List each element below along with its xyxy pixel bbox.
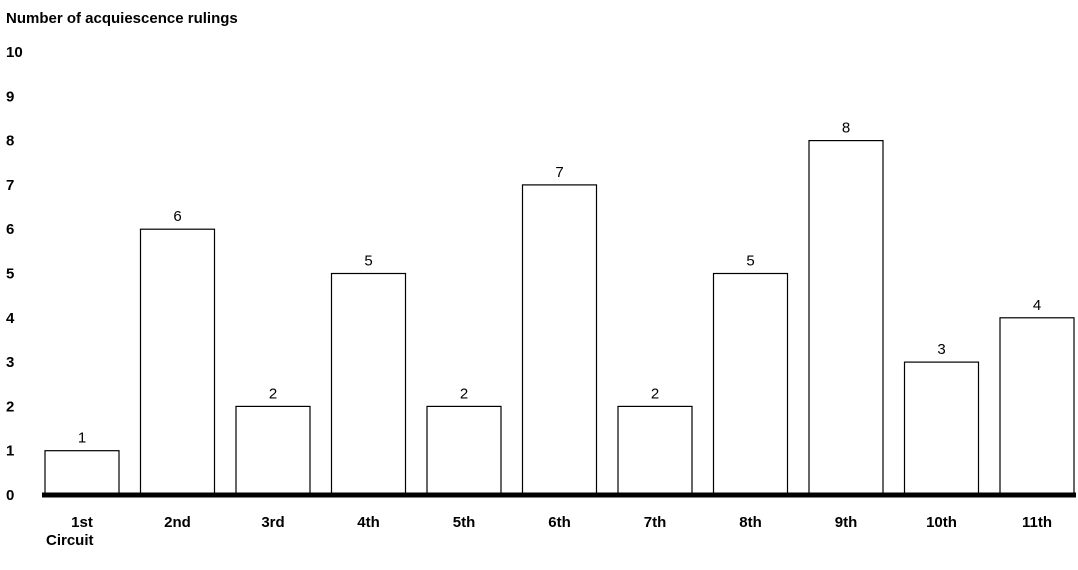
x-tick-label: 4th: [357, 514, 380, 531]
data-label: 5: [364, 253, 372, 270]
x-tick-label: 2nd: [164, 514, 191, 531]
bar: [617, 405, 693, 496]
category-labels: 1st 2nd 3rd 4th 5th 6th 7th 8th 9th 10th 11th: [71, 514, 1052, 531]
bar: [235, 405, 311, 496]
x-tick-label: 8th: [739, 514, 762, 531]
x-tick-label: 9th: [835, 514, 858, 531]
x-axis-title: Circuit: [46, 532, 94, 549]
y-tick-label: 9: [6, 88, 14, 105]
data-label: 1: [78, 430, 86, 447]
data-label: 7: [555, 164, 563, 181]
data-label: 2: [269, 385, 277, 402]
y-tick-label: 2: [6, 398, 14, 415]
y-tick-label: 3: [6, 354, 14, 371]
y-tick-label: 7: [6, 177, 14, 194]
data-label: 5: [746, 253, 754, 270]
y-tick-label: 4: [6, 310, 15, 327]
x-tick-label: 7th: [644, 514, 667, 531]
y-axis-title: Number of acquiescence rulings: [6, 10, 238, 27]
bar: [521, 184, 598, 496]
y-tick-label: 6: [6, 221, 14, 238]
data-label: 2: [651, 385, 659, 402]
data-label: 3: [937, 341, 945, 358]
x-tick-label: 6th: [548, 514, 571, 531]
data-label: 8: [842, 120, 850, 137]
x-tick-label: 1st: [71, 514, 93, 531]
bar: [903, 361, 980, 496]
data-label: 6: [173, 208, 181, 225]
bar: [808, 140, 884, 496]
bar: [712, 272, 789, 496]
x-tick-label: 3rd: [261, 514, 284, 531]
y-axis-ticks: 0 1 2 3 4 5 6 7 8 9 10: [6, 44, 23, 504]
data-labels: 1 6 2 5 2 7 2 5 8 3 4: [78, 120, 1041, 447]
x-tick-label: 11th: [1022, 514, 1052, 531]
y-tick-label: 8: [6, 133, 14, 150]
data-label: 2: [460, 385, 468, 402]
bars: [44, 140, 1075, 496]
data-label: 4: [1033, 297, 1041, 314]
y-tick-label: 10: [6, 44, 23, 61]
y-tick-label: 0: [6, 487, 14, 504]
bar: [999, 317, 1075, 496]
bar: [139, 228, 216, 496]
bar: [426, 405, 502, 496]
bar: [44, 450, 120, 496]
y-tick-label: 1: [6, 443, 14, 460]
x-tick-label: 10th: [926, 514, 957, 531]
bar: [330, 272, 407, 496]
y-tick-label: 5: [6, 266, 14, 283]
x-tick-label: 5th: [453, 514, 476, 531]
